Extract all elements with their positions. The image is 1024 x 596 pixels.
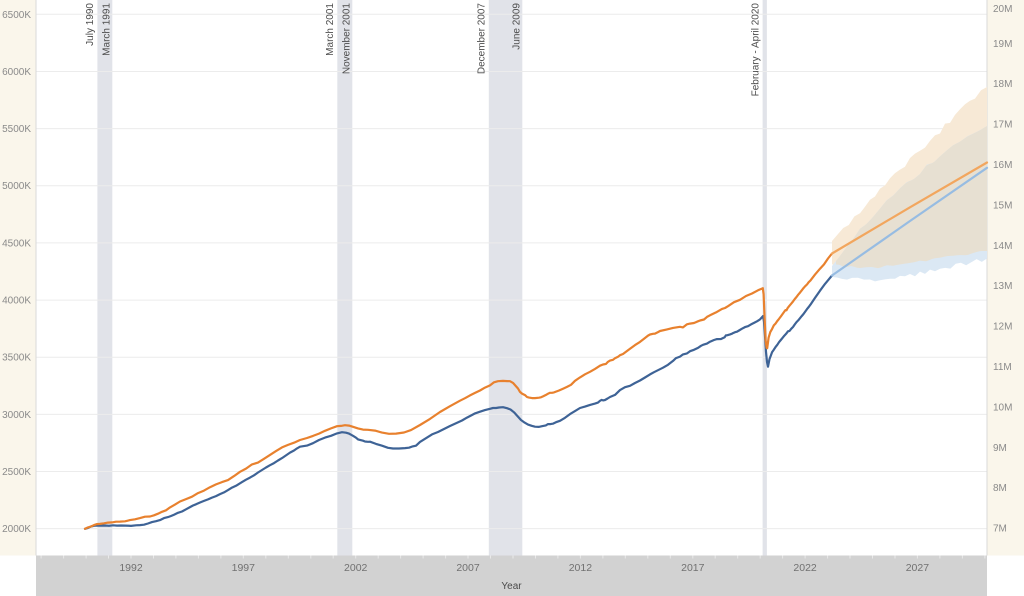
svg-text:2007: 2007 [456, 562, 480, 574]
svg-text:7M: 7M [993, 524, 1007, 535]
svg-text:17M: 17M [993, 120, 1012, 131]
svg-text:June 2009: June 2009 [511, 3, 522, 50]
svg-text:16M: 16M [993, 160, 1012, 171]
svg-text:February - April 2020: February - April 2020 [750, 3, 761, 97]
svg-text:18M: 18M [993, 79, 1012, 90]
svg-text:2012: 2012 [569, 562, 593, 574]
svg-text:6000K: 6000K [2, 67, 31, 78]
svg-text:15M: 15M [993, 200, 1012, 211]
svg-text:9M: 9M [993, 443, 1007, 454]
svg-text:Year: Year [501, 581, 522, 592]
svg-text:13M: 13M [993, 281, 1012, 292]
svg-text:12M: 12M [993, 322, 1012, 333]
svg-text:11M: 11M [993, 362, 1012, 373]
svg-text:6500K: 6500K [2, 10, 31, 21]
svg-text:2017: 2017 [681, 562, 705, 574]
svg-text:20M: 20M [993, 4, 1012, 15]
svg-text:14M: 14M [993, 241, 1012, 252]
svg-text:10M: 10M [993, 402, 1012, 413]
svg-text:3000K: 3000K [2, 410, 31, 421]
svg-text:December 2007: December 2007 [477, 3, 488, 75]
svg-text:19M: 19M [993, 39, 1012, 50]
svg-text:March 1991: March 1991 [101, 3, 112, 56]
svg-text:July 1990: July 1990 [85, 3, 96, 46]
svg-text:3500K: 3500K [2, 353, 31, 364]
svg-text:5000K: 5000K [2, 181, 31, 192]
svg-text:5500K: 5500K [2, 124, 31, 135]
svg-text:2022: 2022 [793, 562, 817, 574]
svg-text:4000K: 4000K [2, 296, 31, 307]
svg-text:1997: 1997 [232, 562, 256, 574]
svg-text:4500K: 4500K [2, 238, 31, 249]
svg-text:2000K: 2000K [2, 524, 31, 535]
svg-text:8M: 8M [993, 483, 1007, 494]
svg-text:2027: 2027 [906, 562, 930, 574]
svg-text:2002: 2002 [344, 562, 368, 574]
svg-text:November 2001: November 2001 [341, 3, 352, 75]
svg-text:1992: 1992 [119, 562, 143, 574]
svg-text:2500K: 2500K [2, 467, 31, 478]
svg-text:March 2001: March 2001 [325, 3, 336, 56]
